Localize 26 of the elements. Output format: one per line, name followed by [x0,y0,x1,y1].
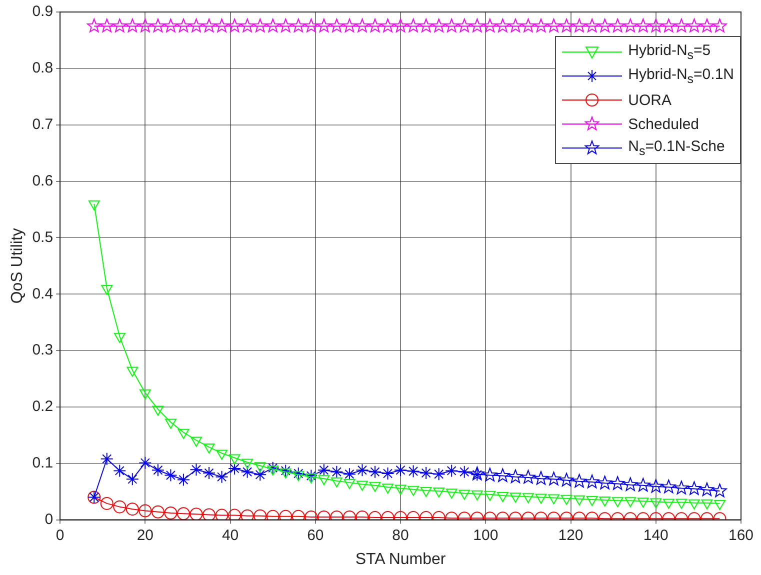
y-tick-label: 0.7 [32,116,54,133]
y-tick-label: 0.1 [32,454,54,472]
x-tick-label: 20 [136,526,154,544]
legend-label: Scheduled [628,116,700,132]
legend-label: Hybrid-N$_{s}$=5 [628,42,711,62]
y-tick-label: 0.4 [32,285,54,302]
legend-label: UORA [628,92,672,108]
x-tick-label: 0 [56,526,64,544]
y-tick-label: 0.3 [32,342,54,359]
x-axis-title: STA Number [355,550,446,568]
y-tick-label: 0 [44,510,54,528]
y-tick-label: 0.9 [32,3,54,20]
x-tick-label: 60 [307,526,324,544]
x-tick-label: 40 [222,526,239,544]
x-tick-label: 140 [643,526,668,544]
x-tick-label: 120 [558,526,584,544]
y-tick-label: 0.6 [32,172,54,190]
x-tick-label: 100 [473,526,498,544]
legend-label: Hybrid-N$_{s}$=0.1N [628,66,734,86]
legend-label: N$_{s}$=0.1N-Sche [628,138,725,158]
y-tick-label: 0.5 [32,228,54,246]
y-tick-label: 0.8 [32,60,54,77]
x-tick-label: 160 [728,526,754,544]
y-tick-label: 0.2 [32,398,54,416]
y-axis-title: QoS Utility [9,228,26,304]
x-tick-label: 80 [392,526,409,544]
